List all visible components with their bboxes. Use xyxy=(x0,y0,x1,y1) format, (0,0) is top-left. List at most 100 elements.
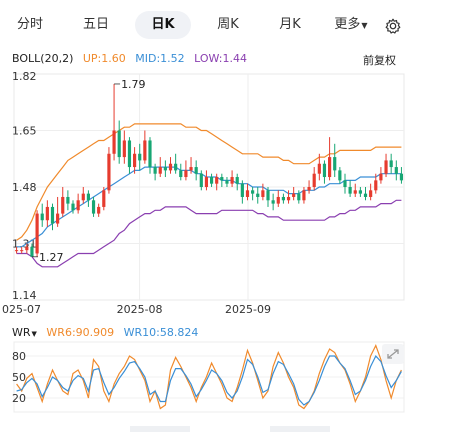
candle-body xyxy=(302,190,306,201)
candle-body xyxy=(148,140,152,168)
x-tick-label: 2025-09 xyxy=(225,303,271,316)
candle-body xyxy=(297,193,301,201)
wr-y-tick-label: 80 xyxy=(12,350,26,363)
candle-body xyxy=(353,190,357,194)
x-tick-label: 025-07 xyxy=(2,303,41,316)
adjustment-toggle[interactable]: 前复权 xyxy=(363,54,396,67)
candle-body xyxy=(204,177,209,187)
candle-body xyxy=(348,187,352,194)
candle-body xyxy=(97,206,101,214)
candle-body xyxy=(389,160,393,168)
wr10-value: WR10:58.824 xyxy=(123,326,199,339)
candle-body xyxy=(194,167,198,174)
candle-body xyxy=(245,190,250,197)
candle-body xyxy=(76,200,80,211)
boll-legend: BOLL(20,2) UP:1.60 MID:1.52 LOW:1.44 xyxy=(12,52,253,65)
boll-params: (20,2) xyxy=(40,52,74,65)
y-tick-label: 1.48 xyxy=(12,181,37,194)
candle-body xyxy=(343,180,347,187)
wr-y-tick-label: 50 xyxy=(12,371,26,384)
bottom-toolbar-edge xyxy=(130,426,330,432)
wr-name: WR xyxy=(12,326,31,339)
candle-body xyxy=(56,213,60,224)
candle-body xyxy=(81,193,85,201)
candle-body xyxy=(307,187,311,191)
candle-body xyxy=(215,177,219,184)
low-annotation: 1.27 xyxy=(39,251,64,264)
y-tick-label: 1.65 xyxy=(12,125,37,138)
x-tick-label: 2025-08 xyxy=(117,303,163,316)
candle-body xyxy=(286,196,291,201)
candle-body xyxy=(143,140,147,161)
candle-body xyxy=(374,180,378,191)
candle-body xyxy=(333,157,337,171)
period-tab-bar: 分时 五日 日K 周K 月K 更多▼ xyxy=(0,6,410,44)
candle-body xyxy=(394,167,398,174)
candle-body xyxy=(30,246,34,257)
candle-body xyxy=(35,213,39,254)
candle-body xyxy=(317,163,321,174)
wr6-value: WR6:90.909 xyxy=(46,326,115,339)
boll-name-text: BOLL xyxy=(12,52,41,65)
candle-body xyxy=(358,190,362,194)
candle-body xyxy=(369,190,373,197)
tab-weekly-k[interactable]: 周K xyxy=(217,17,239,32)
candle-body xyxy=(379,173,383,181)
candle-body xyxy=(312,173,316,187)
boll-name[interactable]: BOLL(20,2) xyxy=(12,52,73,65)
tab-intraday[interactable]: 分时 xyxy=(16,17,43,32)
candle-body xyxy=(163,167,167,171)
settings-gear-icon[interactable] xyxy=(384,17,402,35)
candle-body xyxy=(138,153,142,161)
candle-body xyxy=(209,177,214,184)
candle-body xyxy=(133,153,137,168)
candle-body xyxy=(338,170,342,181)
candle-body xyxy=(281,196,285,201)
boll-low-line xyxy=(16,199,402,268)
wr-indicator-select[interactable]: WR▼ xyxy=(12,326,37,339)
wr-chart[interactable]: 80 50 20 xyxy=(0,338,410,420)
wr10-line xyxy=(16,354,402,406)
expand-icon[interactable] xyxy=(382,344,404,364)
tab-more[interactable]: 更多▼ xyxy=(328,11,374,39)
candle-body xyxy=(322,163,327,178)
tab-daily-k[interactable]: 日K xyxy=(135,11,191,39)
candle-body xyxy=(127,140,132,168)
candle-body xyxy=(50,206,55,224)
wr-legend: WR▼ WR6:90.909 WR10:58.824 xyxy=(12,326,204,339)
candle-body xyxy=(220,177,224,181)
boll-low-value: LOW:1.44 xyxy=(194,52,247,65)
candle-body xyxy=(251,190,255,194)
candle-body xyxy=(40,213,44,221)
candle-body xyxy=(199,173,203,187)
wr6-line xyxy=(16,343,402,410)
candle-body xyxy=(225,180,229,184)
candle-body xyxy=(261,190,265,197)
candle-body xyxy=(153,167,157,174)
candle-body xyxy=(71,203,75,211)
candle-body xyxy=(14,250,19,252)
candle-body xyxy=(45,206,49,221)
candle-body xyxy=(328,157,332,178)
candle-body xyxy=(112,130,116,154)
candle-body xyxy=(189,167,193,171)
candle-body xyxy=(20,250,24,252)
candle-body xyxy=(122,140,126,158)
candle-body xyxy=(107,153,111,191)
tab-monthly-k[interactable]: 月K xyxy=(279,17,301,32)
candle-body xyxy=(292,193,296,197)
candle-body xyxy=(240,183,244,197)
candle-body xyxy=(399,173,404,181)
wr-y-tick-label: 20 xyxy=(12,392,26,405)
boll-mid-value: MID:1.52 xyxy=(135,52,185,65)
y-tick-label: 1.14 xyxy=(12,289,37,302)
caret-down-icon: ▼ xyxy=(31,330,37,338)
candle-body xyxy=(61,196,65,214)
candle-body xyxy=(363,193,368,197)
candle-body xyxy=(266,190,270,201)
candle-body xyxy=(235,177,239,184)
tab-five-day[interactable]: 五日 xyxy=(82,17,109,32)
boll-up-value: UP:1.60 xyxy=(82,52,126,65)
candle-body xyxy=(66,196,70,204)
